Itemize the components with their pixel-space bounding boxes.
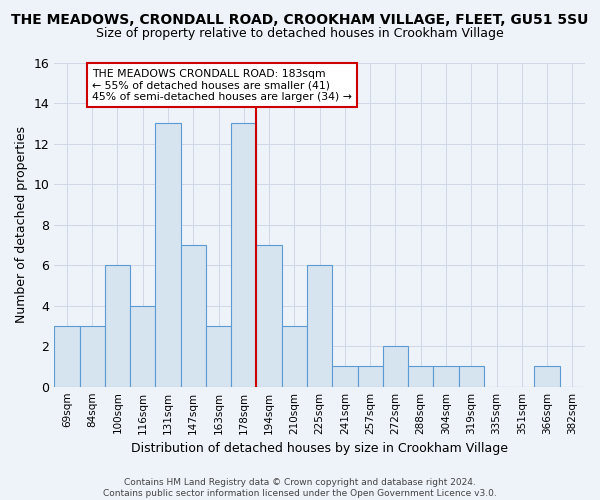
Bar — [181, 245, 206, 386]
Text: THE MEADOWS CRONDALL ROAD: 183sqm
← 55% of detached houses are smaller (41)
45% : THE MEADOWS CRONDALL ROAD: 183sqm ← 55% … — [92, 68, 352, 102]
Bar — [535, 366, 560, 386]
Bar — [408, 366, 433, 386]
Bar — [130, 306, 155, 386]
Bar — [358, 366, 383, 386]
Bar — [80, 326, 105, 386]
Text: Size of property relative to detached houses in Crookham Village: Size of property relative to detached ho… — [96, 28, 504, 40]
Y-axis label: Number of detached properties: Number of detached properties — [15, 126, 28, 323]
Bar — [383, 346, 408, 387]
Bar — [307, 265, 332, 386]
Bar — [54, 326, 80, 386]
Bar — [155, 124, 181, 386]
Bar — [105, 265, 130, 386]
Bar — [458, 366, 484, 386]
Text: Contains HM Land Registry data © Crown copyright and database right 2024.
Contai: Contains HM Land Registry data © Crown c… — [103, 478, 497, 498]
Bar — [282, 326, 307, 386]
X-axis label: Distribution of detached houses by size in Crookham Village: Distribution of detached houses by size … — [131, 442, 508, 455]
Bar — [256, 245, 282, 386]
Bar — [332, 366, 358, 386]
Bar — [433, 366, 458, 386]
Bar — [231, 124, 256, 386]
Text: THE MEADOWS, CRONDALL ROAD, CROOKHAM VILLAGE, FLEET, GU51 5SU: THE MEADOWS, CRONDALL ROAD, CROOKHAM VIL… — [11, 12, 589, 26]
Bar — [206, 326, 231, 386]
